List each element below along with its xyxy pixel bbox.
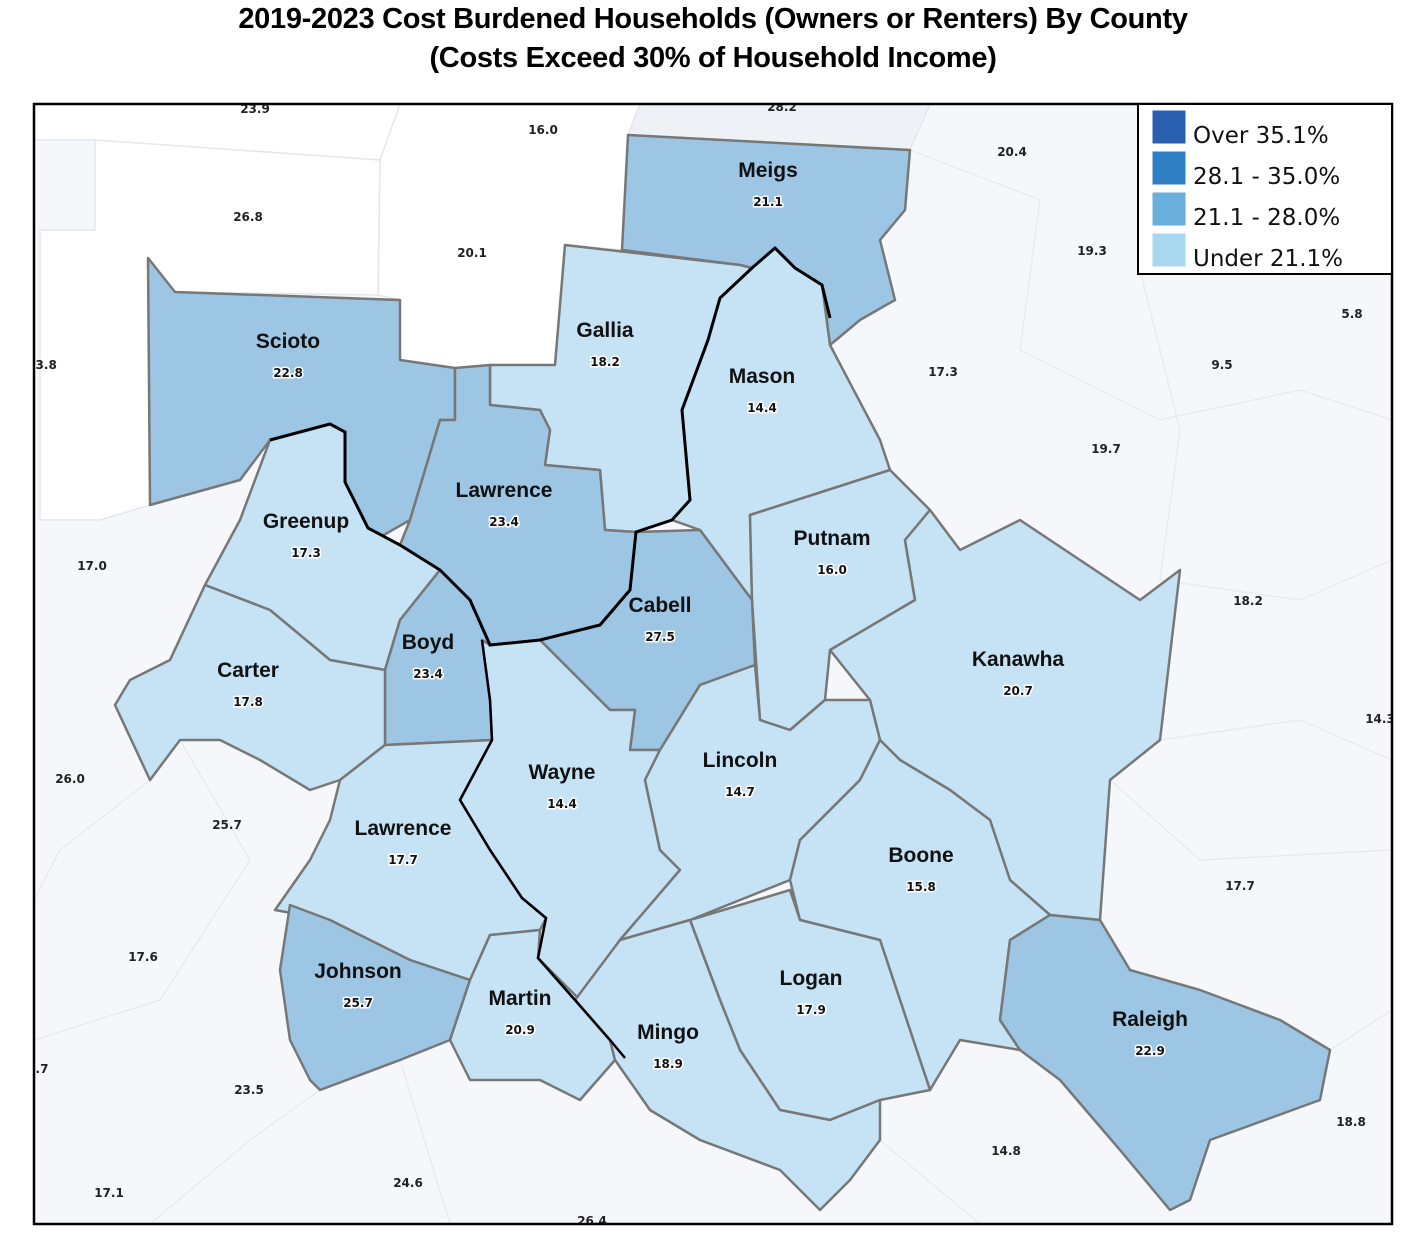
county — [146, 256, 457, 542]
county-value: 21.1 — [753, 195, 783, 209]
other-county-value: 17.1 — [94, 1186, 124, 1200]
county-value: 18.2 — [590, 355, 620, 369]
county-value: 14.4 — [747, 401, 777, 415]
county-name: Kanawha — [972, 648, 1065, 671]
county-value: 18.9 — [653, 1057, 683, 1071]
other-county-value: 19.7 — [1091, 442, 1121, 456]
legend-label: 28.1 - 35.0% — [1193, 164, 1340, 190]
county-value: 17.9 — [796, 1003, 826, 1017]
other-county-value: 16.0 — [528, 123, 558, 137]
county-name: Mason — [729, 365, 796, 388]
legend-swatch — [1151, 109, 1187, 145]
other-county-value: 28.2 — [767, 100, 797, 114]
legend-swatch — [1151, 232, 1187, 268]
other-county-value: .7 — [36, 1062, 49, 1076]
county-name: Cabell — [628, 594, 691, 617]
county-name: Carter — [217, 659, 279, 682]
other-county-value: 17.3 — [928, 365, 958, 379]
county-name: Lincoln — [703, 749, 778, 772]
county-shapes — [113, 133, 1332, 1212]
county-name: Scioto — [256, 330, 320, 353]
county-value: 20.9 — [505, 1023, 535, 1037]
other-county-value: 18.2 — [1233, 594, 1263, 608]
background-borders — [34, 149, 1392, 1224]
other-county-value: 17.6 — [128, 950, 158, 964]
map: Meigs 21.1 Scioto 22.8 Gallia 18.2 Mason 14.4 La… — [27, 100, 1395, 1228]
other-county-value: 17.7 — [1225, 879, 1255, 893]
other-county-value: 26.0 — [55, 772, 85, 786]
county-name: Johnson — [314, 960, 402, 983]
other-county-value: 19.3 — [1077, 244, 1107, 258]
county-value: 23.4 — [489, 515, 519, 529]
legend-swatch — [1151, 150, 1187, 186]
legend-label: Under 21.1% — [1193, 246, 1343, 272]
county-value: 20.7 — [1003, 684, 1033, 698]
county-name: Boone — [888, 844, 953, 867]
county — [998, 913, 1332, 1212]
county — [113, 583, 387, 792]
county-value: 17.3 — [291, 546, 321, 560]
other-county-value: 26.8 — [233, 210, 263, 224]
county — [278, 903, 472, 1092]
county-value: 17.7 — [388, 853, 418, 867]
county-value: 22.8 — [273, 366, 303, 380]
other-county-value: 25.7 — [212, 818, 242, 832]
title: 2019-2023 Cost Burdened Households (Owne… — [238, 3, 1187, 35]
county-value: 15.8 — [906, 880, 936, 894]
county-name: Logan — [780, 967, 843, 990]
river — [458, 639, 626, 1059]
county-value: 27.5 — [645, 630, 675, 644]
other-county-value: 23.8 — [27, 358, 57, 372]
other-county-value: 14.8 — [991, 1144, 1021, 1158]
other-county-value: 14.3 — [1365, 712, 1395, 726]
county-value: 16.0 — [817, 563, 847, 577]
county-name: Lawrence — [456, 479, 553, 502]
other-county-value: 18.8 — [1336, 1115, 1366, 1129]
map-frame — [32, 102, 1394, 1226]
county-name: Putnam — [793, 527, 870, 550]
legend-swatch — [1151, 191, 1187, 227]
county-name: Wayne — [529, 761, 596, 784]
other-county-value: 23.9 — [240, 102, 270, 116]
legend-label: Over 35.1% — [1193, 123, 1329, 149]
county-name: Boyd — [402, 631, 455, 654]
other-county-value: 17.0 — [77, 559, 107, 573]
county-name: Meigs — [738, 159, 798, 182]
other-county-value: 9.5 — [1211, 358, 1232, 372]
county-value: 14.4 — [547, 797, 577, 811]
county-value: 25.7 — [343, 996, 373, 1010]
other-county-value: 26.4 — [577, 1214, 607, 1228]
county-value: 22.9 — [1135, 1044, 1165, 1058]
county — [573, 918, 882, 1212]
county-value: 17.8 — [233, 695, 263, 709]
county-name: Mingo — [637, 1021, 699, 1044]
labels: Meigs 21.1 Scioto 22.8 Gallia 18.2 Mason 14.4 La… — [27, 100, 1395, 1228]
other-county-value: 23.5 — [234, 1083, 264, 1097]
legend-label: 21.1 - 28.0% — [1193, 205, 1340, 231]
other-county-value: 20.4 — [997, 145, 1027, 159]
county-value: 14.7 — [725, 785, 755, 799]
county-name: Raleigh — [1112, 1008, 1188, 1031]
other-county-value: 24.6 — [393, 1176, 423, 1190]
other-county-value: 20.1 — [457, 246, 487, 260]
county-name: Lawrence — [355, 817, 452, 840]
county-name: Martin — [489, 987, 552, 1010]
title: (Costs Exceed 30% of Household Income) — [429, 42, 996, 74]
legend: Over 35.1% 28.1 - 35.0% 21.1 - 28.0% Under … — [1137, 103, 1393, 275]
county-name: Greenup — [263, 510, 349, 533]
county-name: Gallia — [576, 319, 634, 342]
river — [269, 245, 832, 647]
other-county-value: 5.8 — [1341, 307, 1362, 321]
county-value: 23.4 — [413, 667, 443, 681]
